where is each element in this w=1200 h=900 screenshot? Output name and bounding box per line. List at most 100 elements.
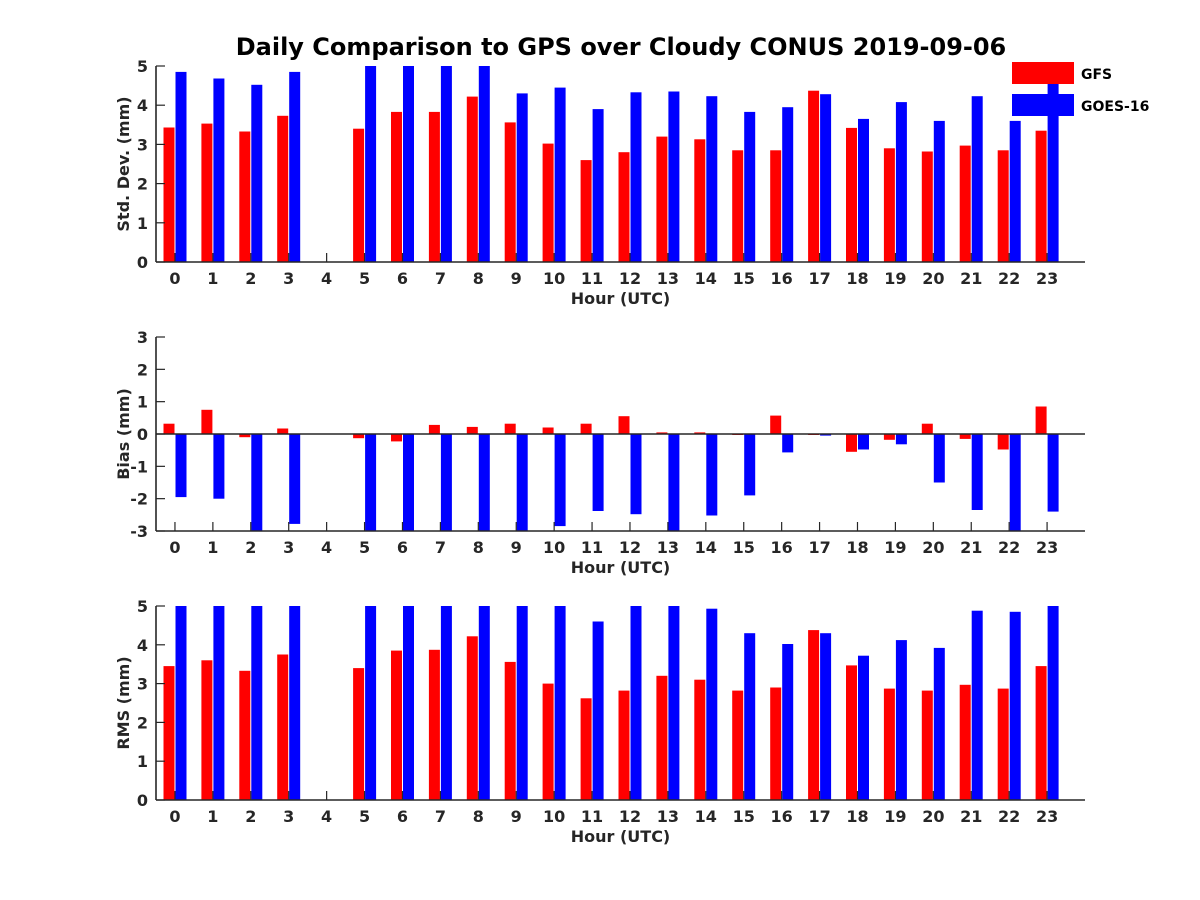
bar-p2-goes-16-h10: [554, 606, 566, 800]
x-tick-label: 23: [1036, 538, 1058, 557]
x-tick-label: 10: [543, 807, 565, 826]
bar-p2-gfs-h10: [542, 683, 554, 800]
x-tick-label: 14: [695, 807, 717, 826]
x-tick-label: 9: [511, 538, 522, 557]
bar-p0-goes-16-h15: [744, 111, 756, 263]
legend-label-goes-16: GOES-16: [1081, 99, 1149, 115]
bar-p2-gfs-h3: [277, 654, 289, 800]
bar-p0-goes-16-h18: [858, 118, 869, 263]
bar-p2-gfs-h8: [466, 636, 478, 800]
bar-p0-gfs-h13: [656, 136, 668, 262]
bar-p0-gfs-h3: [277, 115, 289, 262]
bar-p2-goes-16-h0: [175, 606, 187, 800]
x-tick-label: 14: [695, 269, 717, 288]
bar-p0-goes-16-h13: [668, 91, 680, 262]
bar-p1-gfs-h18: [846, 434, 857, 452]
x-tick-label: 11: [581, 269, 603, 288]
x-tick-label: 13: [657, 807, 679, 826]
bar-p0-gfs-h11: [580, 160, 592, 262]
y-tick-label: 2: [137, 175, 148, 194]
x-tick-label: 5: [359, 807, 370, 826]
bar-p1-gfs-h5: [353, 434, 365, 439]
x-tick-label: 8: [473, 807, 484, 826]
bar-p2-goes-16-h20: [933, 647, 945, 800]
y-tick-label: 3: [137, 328, 148, 347]
bar-p0-goes-16-h23: [1047, 77, 1059, 262]
y-tick-label: 0: [137, 425, 148, 444]
bar-p0-gfs-h7: [428, 111, 440, 263]
legend-swatch-goes-16: [1012, 94, 1074, 116]
bar-p1-gfs-h21: [959, 434, 971, 439]
bar-p2-gfs-h13: [656, 675, 668, 800]
bar-p0-gfs-h17: [808, 90, 820, 262]
bar-p1-gfs-h10: [542, 427, 554, 434]
y-tick-label: 0: [137, 791, 148, 810]
x-tick-label: 16: [771, 538, 793, 557]
bar-p1-goes-16-h5: [365, 434, 377, 531]
bar-p2-gfs-h23: [1035, 666, 1047, 800]
bar-p2-gfs-h12: [618, 690, 630, 800]
bar-p0-goes-16-h20: [933, 120, 945, 263]
chart-title: Daily Comparison to GPS over Cloudy CONU…: [236, 33, 1007, 61]
bar-p1-gfs-h8: [466, 426, 478, 434]
bar-p1-goes-16-h9: [516, 434, 528, 531]
bar-p0-goes-16-h6: [403, 66, 414, 262]
bar-p2-goes-16-h14: [706, 608, 718, 800]
bar-p0-gfs-h18: [846, 127, 857, 263]
bar-p0-gfs-h0: [163, 127, 175, 262]
x-tick-label: 20: [922, 269, 944, 288]
bar-p0-gfs-h14: [694, 139, 706, 262]
bar-p2-gfs-h17: [808, 630, 820, 800]
bar-p0-gfs-h23: [1035, 130, 1047, 262]
x-tick-label: 4: [321, 269, 332, 288]
x-tick-label: 6: [397, 807, 408, 826]
bar-p2-goes-16-h15: [744, 633, 756, 800]
x-tick-label: 7: [435, 807, 446, 826]
bar-p1-gfs-h16: [770, 415, 782, 434]
bar-p2-goes-16-h7: [440, 606, 452, 800]
bar-p1-goes-16-h7: [440, 434, 452, 531]
x-tick-label: 12: [619, 807, 641, 826]
bar-p0-goes-16-h16: [782, 107, 794, 262]
x-tick-label: 13: [657, 538, 679, 557]
bar-p2-goes-16-h3: [289, 606, 301, 800]
bar-p2-goes-16-h5: [365, 606, 377, 800]
bar-p0-goes-16-h11: [592, 109, 604, 262]
bar-p0-goes-16-h12: [630, 92, 642, 262]
bar-p2-goes-16-h1: [213, 606, 225, 800]
y-tick-label: 3: [137, 675, 148, 694]
x-tick-label: 11: [581, 807, 603, 826]
bar-p0-goes-16-h2: [251, 84, 263, 262]
x-tick-label: 7: [435, 269, 446, 288]
y-tick-label: 4: [137, 636, 148, 655]
bar-p2-gfs-h21: [959, 684, 971, 800]
bar-p0-goes-16-h9: [516, 93, 528, 263]
bar-p1-goes-16-h12: [630, 434, 642, 515]
bar-p2-gfs-h5: [353, 668, 365, 800]
x-tick-label: 5: [359, 538, 370, 557]
bar-p1-gfs-h6: [391, 434, 402, 442]
y-tick-label: 3: [137, 135, 148, 154]
bar-p2-gfs-h19: [883, 688, 895, 800]
x-tick-label: 2: [245, 538, 256, 557]
bar-p2-gfs-h20: [921, 690, 933, 800]
bar-p2-gfs-h14: [694, 679, 706, 800]
bar-p1-goes-16-h10: [554, 434, 566, 527]
bar-p2-gfs-h1: [201, 660, 213, 800]
bar-p0-gfs-h15: [732, 150, 744, 262]
x-tick-label: 3: [283, 269, 294, 288]
x-tick-label: 3: [283, 807, 294, 826]
y-tick-label: -3: [130, 522, 148, 541]
bar-p0-goes-16-h17: [820, 94, 832, 262]
bar-p1-gfs-h3: [277, 428, 289, 434]
x-tick-label: 20: [922, 538, 944, 557]
legend: GFS GOES-16: [1012, 62, 1149, 116]
x-tick-label: 12: [619, 269, 641, 288]
bar-p1-goes-16-h14: [706, 434, 718, 516]
bar-p2-goes-16-h17: [820, 633, 832, 800]
x-tick-label: 3: [283, 538, 294, 557]
x-axis-label: Hour (UTC): [571, 289, 671, 308]
x-tick-label: 0: [169, 269, 180, 288]
